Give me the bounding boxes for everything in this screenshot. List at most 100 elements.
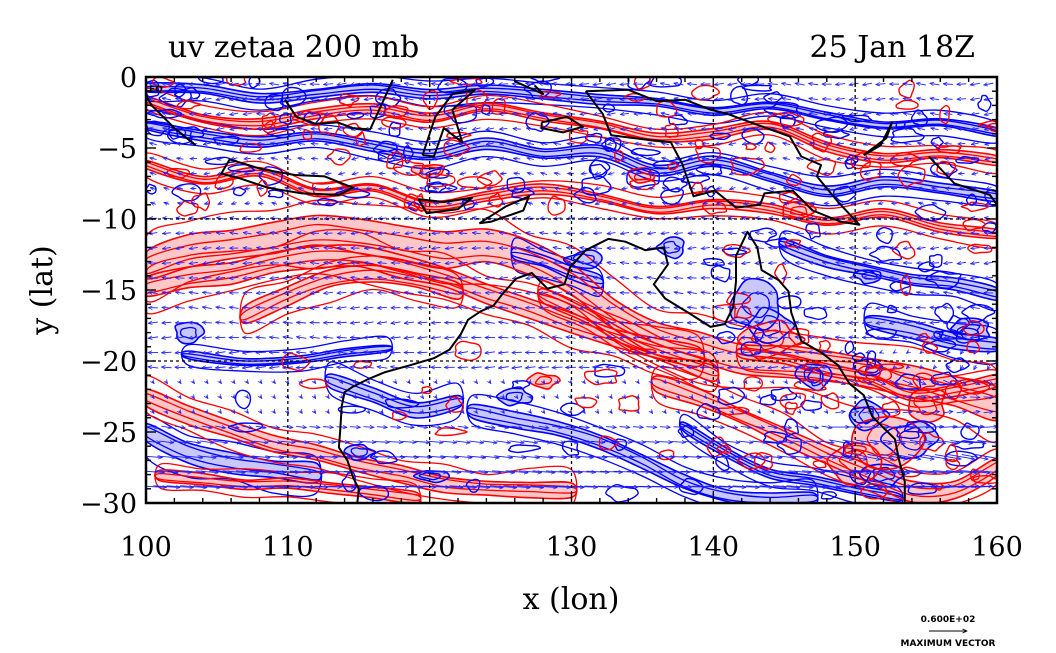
- wind-vector: [324, 99, 333, 100]
- wind-vector: [364, 98, 374, 99]
- negative-small-contour: [737, 77, 760, 87]
- wind-vector: [714, 322, 724, 323]
- x-tick-label: 150: [829, 532, 881, 563]
- positive-small-contour: [753, 452, 774, 471]
- wind-vector: [903, 113, 912, 114]
- positive-small-contour: [445, 396, 465, 413]
- negative-cell-contour: [655, 236, 685, 260]
- positive-small-contour: [716, 445, 732, 454]
- wind-vector: [296, 83, 307, 84]
- positive-cell-contour: [410, 163, 446, 179]
- wind-vector: [593, 98, 603, 100]
- negative-small-contour: [803, 306, 828, 321]
- wind-vector: [526, 98, 535, 100]
- wind-vector: [337, 113, 347, 115]
- positive-small-contour: [806, 158, 837, 177]
- wind-vector: [621, 128, 629, 129]
- wind-vector: [418, 83, 428, 85]
- wind-vector: [256, 307, 266, 308]
- wind-vector: [150, 188, 157, 190]
- wind-vector: [795, 98, 805, 100]
- negative-small-contour: [424, 183, 458, 194]
- negative-small-contour: [960, 422, 980, 441]
- wind-vector: [595, 173, 602, 175]
- wind-vector: [392, 158, 400, 159]
- x-tick-label: 140: [688, 532, 740, 563]
- wind-vector: [648, 143, 656, 144]
- wind-vector: [714, 367, 725, 368]
- wind-vector: [648, 173, 655, 174]
- positive-small-contour: [818, 339, 831, 353]
- wind-vector: [202, 98, 212, 99]
- wind-vector: [271, 143, 279, 145]
- wind-vector: [350, 83, 361, 85]
- wind-vector: [864, 158, 871, 160]
- wind-vector: [809, 233, 818, 234]
- wind-vector: [459, 143, 467, 144]
- wind-vector: [970, 397, 980, 398]
- wind-vector: [406, 173, 413, 175]
- wind-vector: [956, 397, 967, 398]
- wind-vector: [284, 128, 292, 130]
- wind-vector: [795, 263, 805, 264]
- wind-vector: [944, 99, 953, 100]
- wind-vector: [607, 98, 616, 100]
- negative-small-contour: [605, 484, 639, 503]
- positive-small-contour: [945, 458, 961, 471]
- wind-vector: [474, 202, 480, 204]
- wind-vector: [716, 173, 723, 175]
- wind-vector: [581, 173, 588, 174]
- negative-cell-contour: [747, 306, 796, 344]
- wind-vector: [229, 98, 239, 100]
- negative-small-contour: [204, 156, 238, 166]
- positive-small-contour: [864, 366, 893, 382]
- wind-vector: [499, 84, 509, 85]
- wind-vector: [150, 173, 157, 175]
- positive-small-contour: [706, 436, 729, 458]
- negative-cell-contour-inner: [505, 391, 524, 403]
- negative-small-contour: [227, 422, 264, 433]
- wind-vector: [513, 114, 522, 115]
- negative-cell-contour-inner: [803, 366, 822, 384]
- positive-small-contour: [977, 120, 997, 129]
- wind-vector: [163, 128, 171, 130]
- negative-small-contour: [511, 380, 531, 390]
- wind-vector: [579, 84, 590, 85]
- wind-vector: [256, 84, 266, 85]
- wind-vector: [782, 98, 791, 100]
- wind-vector: [393, 203, 399, 204]
- positive-small-contour: [745, 143, 757, 151]
- x-tick-labels: 100 110 120 130 140 150 160: [120, 532, 1023, 563]
- wind-vector: [501, 188, 507, 189]
- x-tick-label: 110: [262, 532, 314, 563]
- negative-small-contour: [267, 189, 284, 199]
- wind-vector: [782, 128, 791, 130]
- positive-small-contour: [895, 99, 919, 110]
- wind-vector: [164, 188, 170, 190]
- wind-vector: [959, 203, 965, 204]
- wind-vector: [326, 203, 331, 204]
- wind-vector: [243, 128, 252, 129]
- wind-vector: [595, 188, 601, 190]
- positive-contour-inner: [146, 223, 997, 413]
- wind-vector: [257, 158, 265, 159]
- wind-vector: [580, 113, 589, 114]
- wind-vector: [203, 143, 211, 144]
- negative-small-contour: [961, 303, 996, 324]
- wind-vector: [472, 337, 482, 338]
- wind-vector: [324, 113, 333, 114]
- negative-small-contour: [977, 94, 992, 113]
- wind-vector: [204, 173, 211, 174]
- positive-cell-contour-inner: [750, 329, 785, 351]
- wind-vector: [796, 143, 804, 145]
- negative-contour-outer: [324, 361, 464, 427]
- wind-vector: [176, 113, 185, 114]
- positive-small-contour: [454, 340, 482, 362]
- negative-small-contour: [779, 114, 796, 128]
- x-tick-label: 130: [546, 532, 598, 563]
- negative-small-contour: [776, 295, 802, 310]
- max-vector-value: 0.600E+02: [921, 615, 976, 625]
- wind-vector: [972, 158, 979, 160]
- wind-vector: [904, 128, 912, 129]
